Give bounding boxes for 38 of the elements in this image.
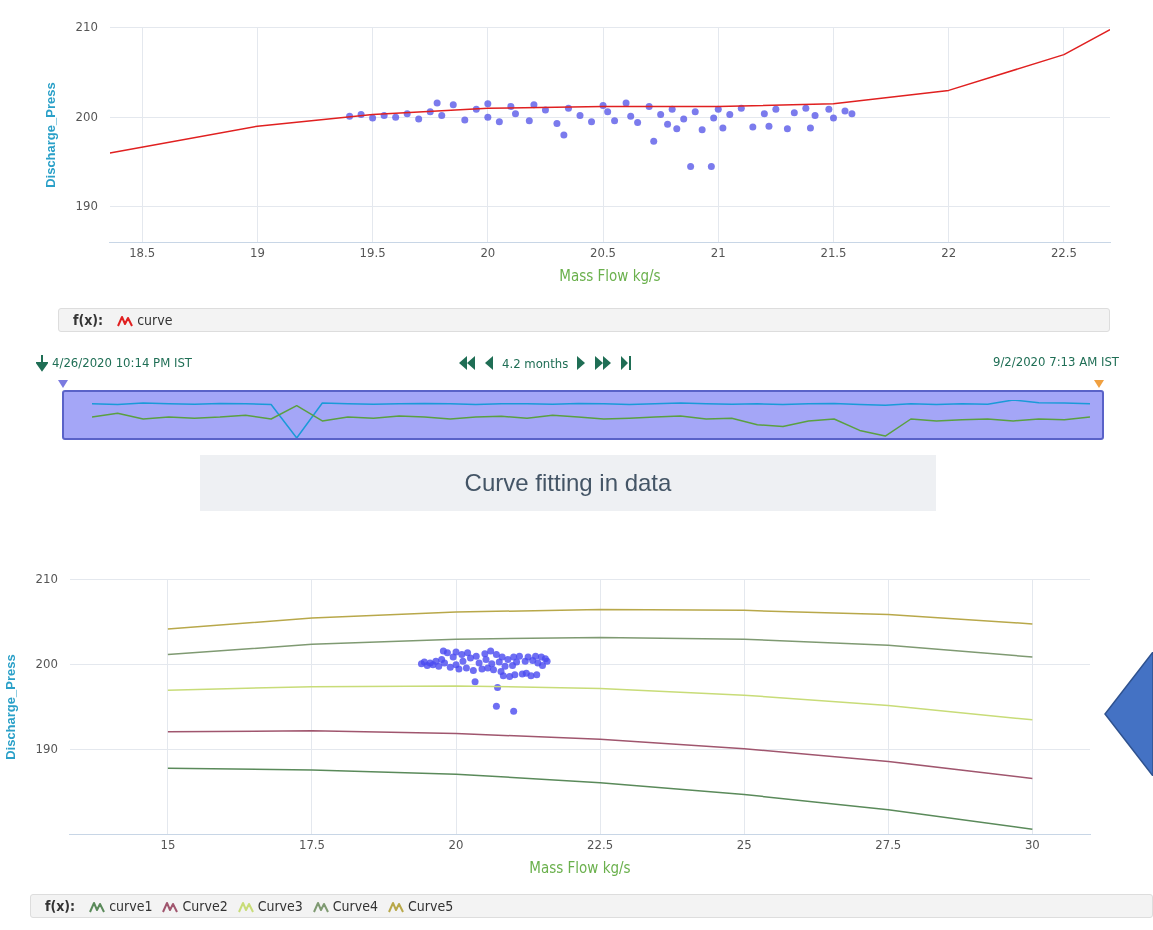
x-tick-label: 18.5 (129, 244, 156, 260)
y-tick-label: 200 (75, 108, 98, 124)
x-axis-title: Mass Flow kg/s (559, 266, 661, 285)
x-tick-label: 22.5 (587, 836, 614, 852)
legend-label: curve (136, 312, 173, 328)
x-tick-label: 30 (1024, 836, 1040, 852)
y-tick-label: 190 (35, 740, 58, 756)
y-tick-label: 210 (75, 19, 98, 35)
x-tick-label: 19 (249, 244, 265, 260)
legend-label: Curve4 (331, 898, 378, 914)
x-tick-label: 22 (941, 244, 957, 260)
y-axis-title: Discharge_Press (43, 82, 59, 188)
x-tick-label: 22.5 (1050, 244, 1077, 260)
x-tick-label: 20 (448, 836, 464, 852)
x-tick-label: 27.5 (875, 836, 902, 852)
legend-label: Curve2 (181, 898, 228, 914)
x-tick-label: 17.5 (298, 836, 325, 852)
chart-title: Curve fitting in data (200, 455, 936, 511)
x-axis-title: Mass Flow kg/s (529, 858, 631, 877)
x-tick-label: 20 (480, 244, 496, 260)
x-tick-label: 21.5 (820, 244, 847, 260)
y-axis-title: Discharge_Press (3, 654, 19, 760)
legend-title: f(x): (45, 898, 76, 914)
x-tick-label: 19.5 (359, 244, 386, 260)
text: 4/26/2020 10:14 PM IST (52, 354, 192, 370)
y-tick-label: 210 (35, 571, 58, 587)
x-tick-label: 25 (736, 836, 752, 852)
y-tick-label: 200 (35, 656, 58, 672)
x-tick-label: 20.5 (590, 244, 617, 260)
text: 9/2/2020 7:13 AM IST (992, 354, 1119, 369)
x-tick-label: 21 (710, 244, 726, 260)
text: 4.2 months (502, 355, 569, 371)
legend-title: f(x): (73, 312, 104, 328)
legend-label: Curve5 (407, 898, 454, 914)
y-tick-label: 190 (75, 198, 98, 214)
x-tick-label: 15 (160, 836, 176, 852)
legend-label: Curve3 (256, 898, 303, 914)
legend-label: curve1 (108, 898, 153, 914)
